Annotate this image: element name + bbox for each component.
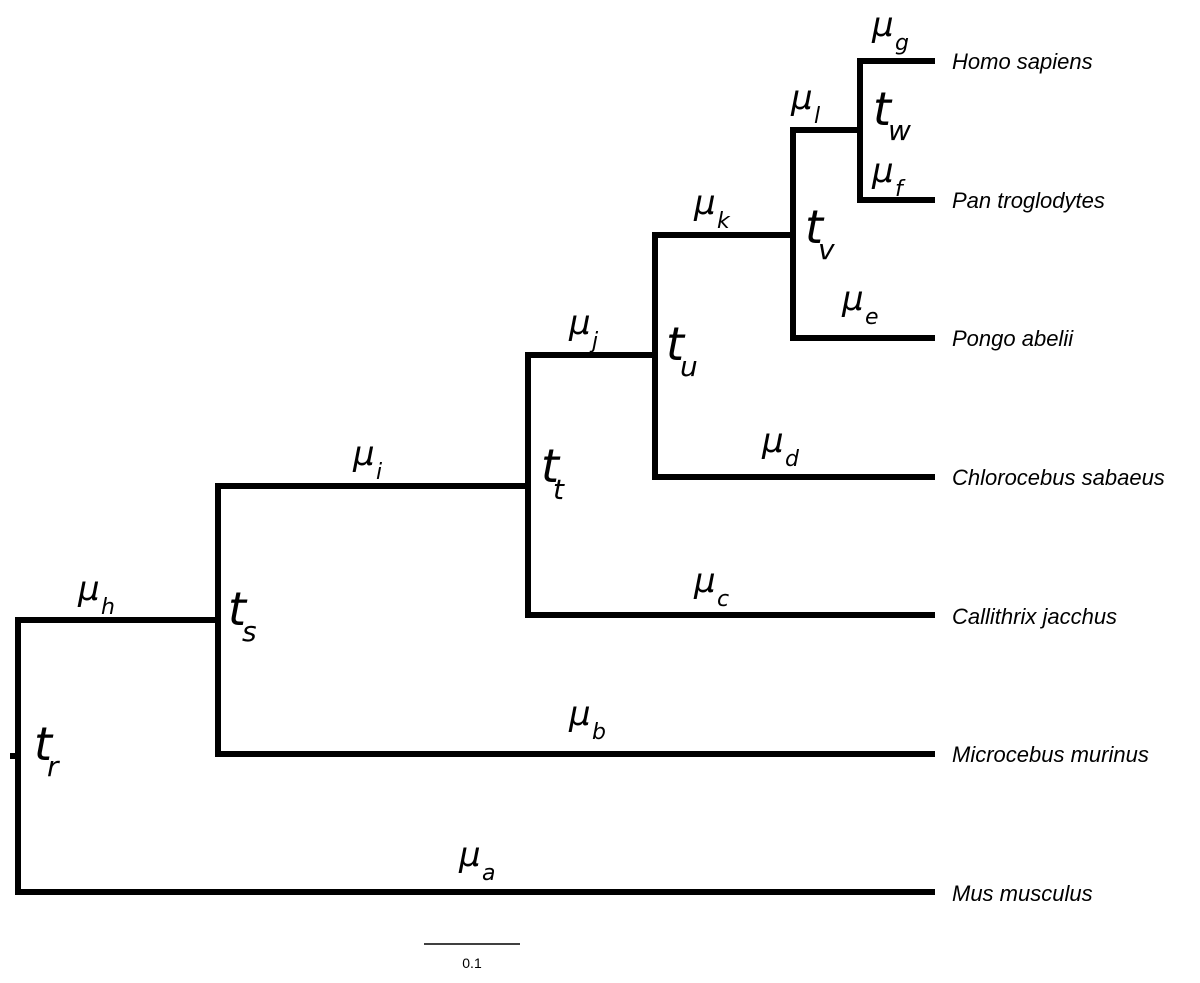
label-mu-d: μ d bbox=[761, 421, 800, 472]
label-mu-b: μ b bbox=[568, 694, 606, 745]
label-mu-a: μ a bbox=[458, 835, 495, 886]
mu-subscript: g bbox=[895, 31, 909, 56]
mu-symbol: μ bbox=[352, 434, 375, 474]
taxon-mus-musculus: Mus musculus bbox=[952, 881, 1093, 906]
mu-subscript: c bbox=[717, 587, 729, 612]
taxon-chlorocebus-sabaeus: Chlorocebus sabaeus bbox=[952, 465, 1165, 490]
label-t-v: t v bbox=[805, 200, 835, 266]
mu-symbol: μ bbox=[568, 303, 591, 343]
mu-symbol: μ bbox=[761, 421, 784, 461]
t-symbol: t bbox=[228, 582, 248, 636]
label-mu-l: μ l bbox=[790, 78, 820, 129]
t-subscript: t bbox=[553, 473, 565, 506]
taxon-pan-troglodytes: Pan troglodytes bbox=[952, 188, 1105, 213]
label-mu-j: μ j bbox=[568, 303, 599, 354]
mu-subscript: e bbox=[865, 305, 879, 330]
t-subscript: w bbox=[888, 114, 911, 147]
t-symbol: t bbox=[34, 717, 54, 771]
taxon-homo-sapiens: Homo sapiens bbox=[952, 49, 1093, 74]
label-mu-e: μ e bbox=[841, 279, 879, 330]
mu-symbol: μ bbox=[841, 279, 864, 319]
t-symbol: t bbox=[805, 200, 825, 254]
mu-subscript: b bbox=[592, 720, 606, 745]
mu-subscript: j bbox=[589, 329, 599, 354]
label-t-u: t u bbox=[666, 317, 698, 383]
label-mu-c: μ c bbox=[693, 561, 729, 612]
label-mu-h: μ h bbox=[77, 569, 115, 620]
label-t-s: t s bbox=[228, 582, 257, 648]
label-mu-g: μ g bbox=[871, 5, 909, 56]
label-mu-k: μ k bbox=[693, 183, 731, 234]
mu-symbol: μ bbox=[871, 5, 894, 45]
taxon-pongo-abelii: Pongo abelii bbox=[952, 326, 1074, 351]
mu-symbol: μ bbox=[871, 151, 894, 191]
mu-symbol: μ bbox=[458, 835, 481, 875]
taxon-microcebus-murinus: Microcebus murinus bbox=[952, 742, 1149, 767]
mu-subscript: a bbox=[482, 861, 495, 886]
label-t-t: t t bbox=[541, 439, 565, 506]
t-subscript: v bbox=[818, 233, 835, 266]
taxon-callithrix-jacchus: Callithrix jacchus bbox=[952, 604, 1117, 629]
label-t-w: t w bbox=[873, 82, 911, 147]
mu-symbol: μ bbox=[693, 561, 716, 601]
mu-subscript: k bbox=[717, 209, 731, 234]
label-mu-f: μ f bbox=[871, 151, 906, 202]
label-t-r: t r bbox=[34, 717, 60, 783]
scale-bar-label: 0.1 bbox=[462, 955, 482, 971]
mu-symbol: μ bbox=[790, 78, 813, 118]
t-subscript: u bbox=[680, 350, 698, 383]
mu-subscript: i bbox=[376, 460, 382, 485]
t-symbol: t bbox=[541, 439, 561, 493]
mu-subscript: d bbox=[785, 447, 800, 472]
t-symbol: t bbox=[666, 317, 686, 371]
label-mu-i: μ i bbox=[352, 434, 382, 485]
t-subscript: r bbox=[47, 750, 60, 783]
t-subscript: s bbox=[242, 615, 257, 648]
mu-symbol: μ bbox=[77, 569, 100, 609]
mu-symbol: μ bbox=[568, 694, 591, 734]
t-symbol: t bbox=[873, 82, 893, 136]
mu-subscript: h bbox=[101, 595, 115, 620]
mu-symbol: μ bbox=[693, 183, 716, 223]
mu-subscript: f bbox=[895, 177, 906, 202]
mu-subscript: l bbox=[814, 104, 820, 129]
